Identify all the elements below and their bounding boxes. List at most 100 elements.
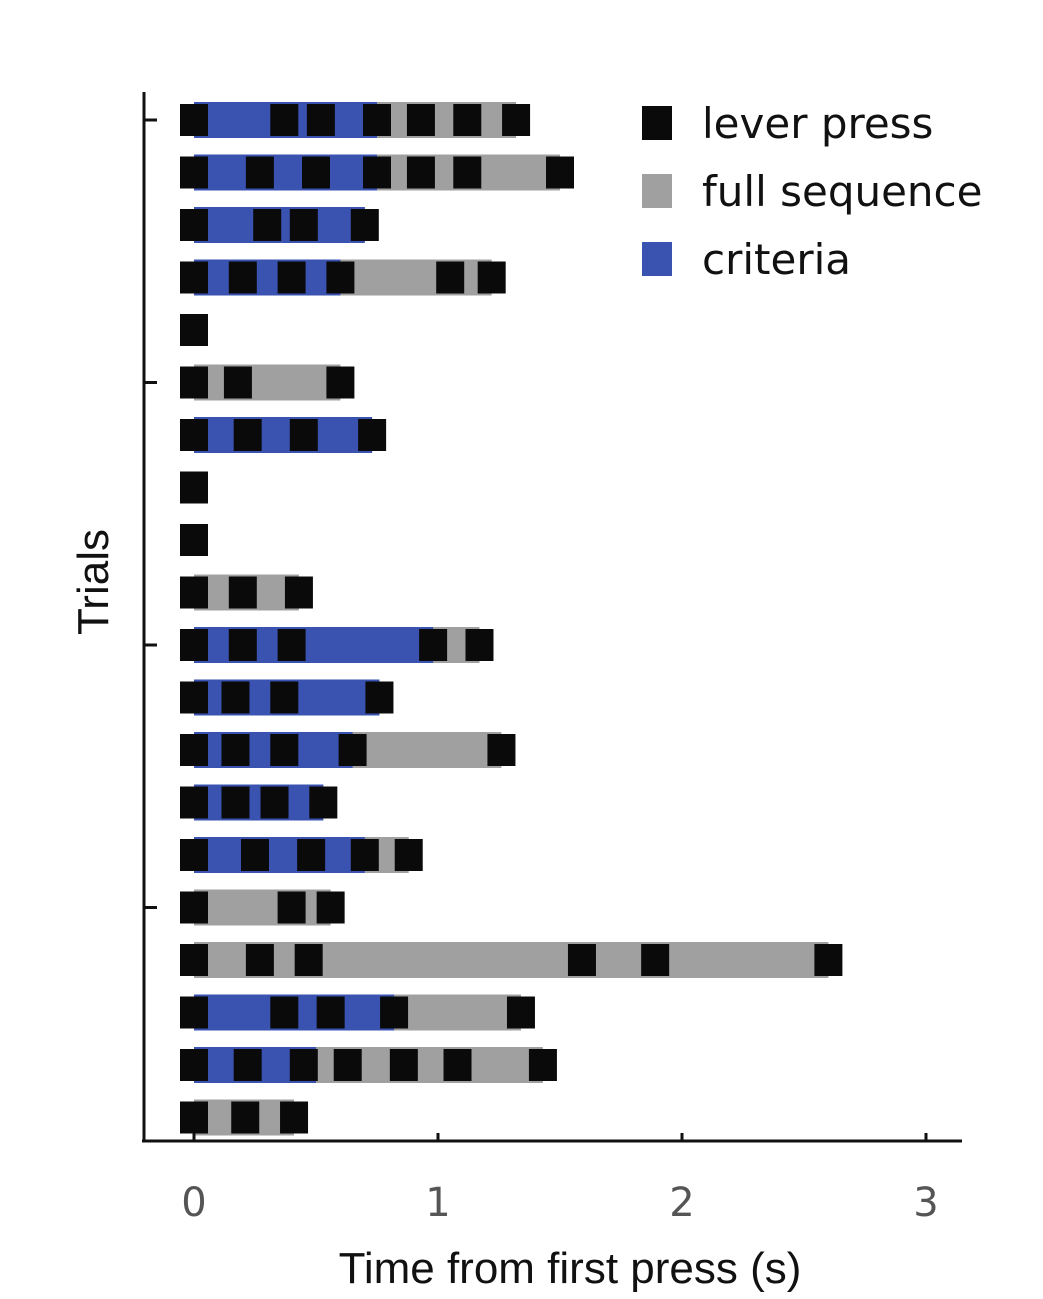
- lever-press-mark: [394, 839, 423, 871]
- lever-press-mark: [477, 261, 506, 294]
- y-axis-ticks: [144, 118, 157, 909]
- lever-press-mark: [506, 996, 535, 1029]
- lever-press-mark: [294, 944, 323, 976]
- lever-press-mark: [221, 734, 250, 766]
- lever-press-mark: [502, 104, 531, 136]
- lever-press-mark: [180, 471, 208, 504]
- trial-row: [180, 259, 506, 296]
- lever-press-mark: [419, 629, 448, 661]
- trial-row: [180, 102, 531, 138]
- lever-press-mark: [241, 839, 269, 871]
- lever-press-mark: [350, 839, 379, 871]
- trial-row: [180, 889, 345, 926]
- legend-item-criteria: criteria: [642, 235, 851, 284]
- lever-press-mark: [487, 734, 516, 766]
- lever-press-mark: [528, 1049, 557, 1081]
- lever-press-mark: [180, 891, 208, 924]
- lever-press-mark: [302, 156, 330, 189]
- lever-press-mark: [641, 944, 670, 976]
- lever-press-mark: [389, 1049, 418, 1081]
- x-tick-label: 2: [669, 1180, 694, 1226]
- lever-press-mark: [180, 786, 208, 819]
- lever-press-mark: [289, 1049, 318, 1081]
- lever-press-mark: [270, 996, 299, 1029]
- lever-press-mark: [453, 104, 482, 136]
- lever-press-mark: [231, 1101, 260, 1134]
- lever-press-mark: [297, 839, 326, 871]
- trial-row: [180, 417, 387, 453]
- trial-row: [180, 314, 208, 346]
- lever-press-mark: [180, 944, 208, 976]
- lever-press-mark: [180, 366, 208, 399]
- lever-press-mark: [180, 1101, 208, 1134]
- lever-press-mark: [223, 366, 252, 399]
- lever-press-mark: [180, 314, 208, 346]
- lever-press-mark: [277, 629, 306, 661]
- trial-row: [180, 154, 574, 191]
- x-axis-ticks: 0 1 2 3: [181, 1133, 939, 1226]
- lever-press-mark: [358, 419, 387, 451]
- lever-press-mark: [245, 944, 274, 976]
- lever-press-mark: [814, 944, 843, 976]
- lever-press-mark: [280, 1101, 309, 1134]
- lever-press-mark: [453, 156, 482, 189]
- lever-press-mark: [338, 734, 367, 766]
- full-sequence-bar: [194, 364, 341, 401]
- lever-press-mark: [443, 1049, 472, 1081]
- lever-press-mark: [326, 261, 355, 294]
- legend-item-full: full sequence: [642, 167, 983, 216]
- lever-press-mark: [180, 419, 208, 451]
- lever-press-mark: [326, 366, 355, 399]
- full-sequence-bar: [194, 889, 331, 926]
- trial-row: [180, 1099, 309, 1136]
- lever-press-mark: [180, 839, 208, 871]
- lever-press-mark: [436, 261, 465, 294]
- lever-press-mark: [228, 576, 257, 609]
- criteria-bar: [194, 154, 377, 191]
- lever-press-mark: [180, 576, 208, 609]
- lever-press-mark: [406, 156, 435, 189]
- lever-press-mark: [333, 1049, 362, 1081]
- lever-press-mark: [270, 734, 299, 766]
- lever-press-mark: [289, 209, 318, 241]
- trial-row: [180, 574, 313, 611]
- legend: lever press full sequence criteria: [642, 99, 983, 284]
- lever-press-mark: [406, 104, 435, 136]
- trial-row: [180, 207, 379, 243]
- lever-press-mark: [180, 681, 208, 714]
- lever-press-mark: [289, 419, 318, 451]
- trial-row: [180, 627, 494, 663]
- x-axis-title: Time from first press (s): [339, 1244, 802, 1293]
- lever-press-mark: [180, 209, 208, 241]
- trial-row: [180, 942, 843, 978]
- x-tick-label: 3: [913, 1180, 938, 1226]
- lever-press-mark: [180, 734, 208, 766]
- lever-press-mark: [380, 996, 409, 1029]
- lever-press-mark: [363, 104, 391, 136]
- lever-press-mark: [270, 681, 299, 714]
- lever-press-mark: [233, 419, 262, 451]
- legend-label: lever press: [702, 99, 933, 148]
- trial-row: [180, 784, 338, 821]
- lever-press-mark: [180, 996, 208, 1029]
- lever-press-mark: [260, 786, 289, 819]
- lever-press-mark: [316, 996, 345, 1029]
- lever-press-mark: [253, 209, 282, 241]
- lever-press-mark: [228, 629, 257, 661]
- plot-area: [180, 102, 843, 1136]
- trial-row: [180, 994, 535, 1031]
- criteria-bar: [194, 259, 341, 296]
- lever-press-mark: [221, 681, 250, 714]
- lever-press-mark: [465, 629, 494, 661]
- lever-press-mark: [365, 681, 394, 714]
- lever-press-mark: [180, 629, 208, 661]
- lever-press-mark: [180, 104, 208, 136]
- trial-row: [180, 1047, 557, 1083]
- lever-press-mark: [284, 576, 313, 609]
- lever-press-mark: [180, 156, 208, 189]
- lever-press-mark: [228, 261, 257, 294]
- trial-row: [180, 364, 355, 401]
- lever-press-mark: [567, 944, 596, 976]
- criteria-bar: [194, 837, 365, 873]
